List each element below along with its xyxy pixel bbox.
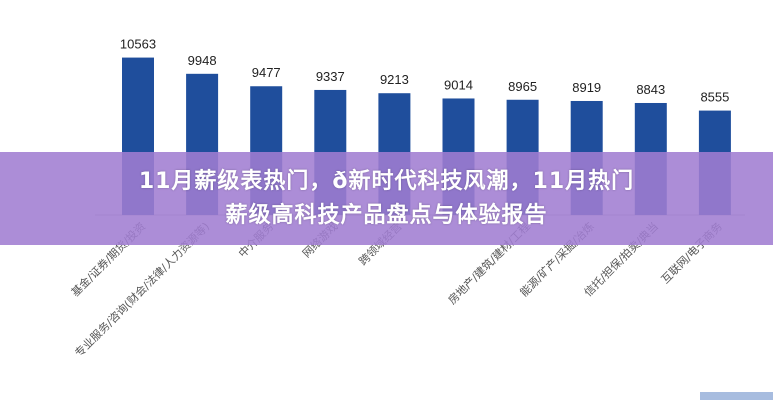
data-label: 9213 — [380, 72, 409, 87]
title-line-2: 薪级高科技产品盘点与体验报告 — [225, 202, 548, 228]
data-label: 9014 — [444, 77, 473, 92]
data-label: 10563 — [120, 37, 156, 52]
data-label: 8843 — [636, 82, 665, 97]
footer-logo-fragment — [700, 392, 773, 400]
data-label: 9948 — [188, 53, 217, 68]
data-label: 8555 — [700, 90, 729, 105]
data-label: 9337 — [316, 69, 345, 84]
data-label: 8965 — [508, 79, 537, 94]
data-label: 9477 — [252, 65, 281, 80]
data-label: 8919 — [572, 80, 601, 95]
title-banner: 11月薪级表热门，ð新时代科技风潮，11月热门 薪级高科技产品盘点与体验报告 — [0, 152, 773, 245]
title-line-1: 11月薪级表热门，ð新时代科技风潮，11月热门 — [138, 168, 635, 194]
